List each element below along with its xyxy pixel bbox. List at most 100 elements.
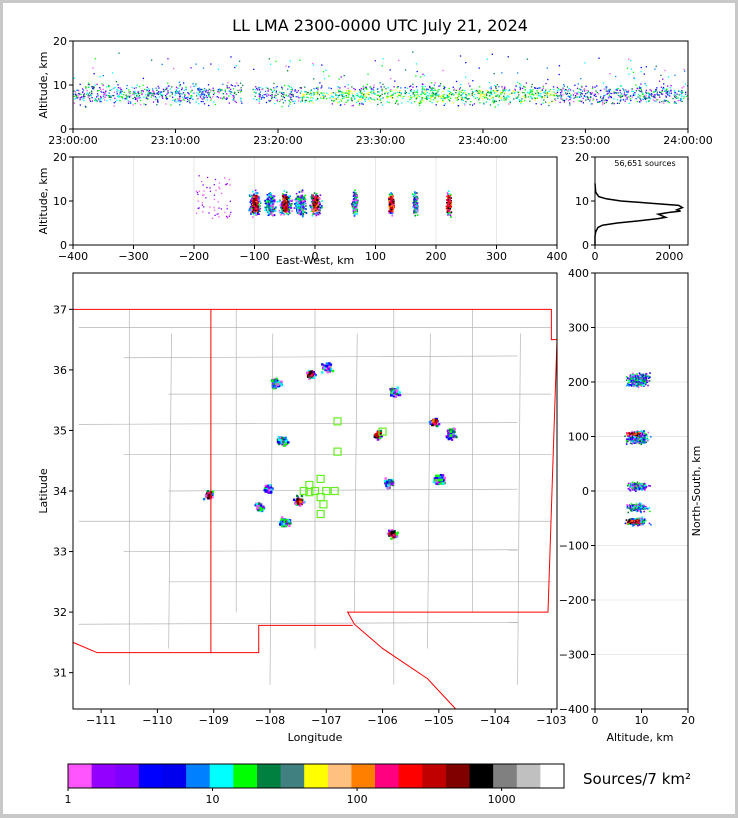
lma-station-marker	[334, 448, 341, 455]
altitude-tick-label: 20	[53, 151, 67, 164]
colorbar-cell	[446, 764, 470, 788]
colorbar-tick-label: 1	[65, 793, 72, 806]
latitude-tick-label: 34	[53, 485, 67, 498]
longitude-tick-label: −111	[86, 714, 116, 727]
eastwest-xlabel: East-West, km	[276, 254, 354, 267]
eastwest-tick-label: −200	[179, 250, 209, 263]
colorbar-cell	[115, 764, 139, 788]
latitude-tick-label: 36	[53, 364, 67, 377]
count-tick-label: 2000	[655, 250, 683, 263]
longitude-tick-label: −110	[142, 714, 172, 727]
northsouth-tick-label: 200	[568, 376, 589, 389]
time-tick-label: 23:30:00	[356, 134, 405, 147]
colorbar-cell	[281, 764, 305, 788]
colorbar-cell	[328, 764, 352, 788]
northsouth-tick-label: −200	[559, 594, 589, 607]
latitude-tick-label: 35	[53, 424, 67, 437]
latitude-ylabel: Latitude	[37, 468, 50, 514]
northsouth-tick-label: −400	[559, 703, 589, 716]
time-tick-label: 23:00:00	[48, 134, 97, 147]
time-tick-label: 23:50:00	[561, 134, 610, 147]
time-tick-label: 24:00:00	[663, 134, 712, 147]
longitude-xlabel: Longitude	[288, 731, 343, 744]
longitude-tick-label: −104	[480, 714, 510, 727]
colorbar-cell	[304, 764, 328, 788]
colorbar-cell	[422, 764, 446, 788]
altitude-tick-label: 20	[575, 151, 589, 164]
state-border	[211, 309, 353, 652]
time-tick-label: 23:10:00	[151, 134, 200, 147]
longitude-tick-label: −105	[424, 714, 454, 727]
histogram-line	[595, 183, 682, 245]
altitude-tick-label: 20	[53, 35, 67, 48]
colorbar-cell	[92, 764, 116, 788]
figure-frame: LL LMA 2300-0000 UTC July 21, 2024 23:00…	[3, 3, 735, 814]
colorbar-cell	[351, 764, 375, 788]
colorbar-cell	[470, 764, 494, 788]
colorbar-cell	[399, 764, 423, 788]
colorbar: 1 10 100 1000 Sources/7 km²	[65, 764, 692, 806]
colorbar-cell	[540, 764, 564, 788]
colorbar-cell	[162, 764, 186, 788]
altitude-tick-label: 10	[575, 195, 589, 208]
lma-station-marker	[334, 418, 341, 425]
altitude-eastwest-ylabel: Altitude, km	[37, 167, 50, 234]
altitude-tick-label: 10	[53, 195, 67, 208]
altitude-time-panel: 23:00:00 23:10:00 23:20:00 23:30:00 23:40:00…	[37, 35, 713, 147]
altitude-tick-label: 0	[592, 714, 599, 727]
northsouth-tick-label: 100	[568, 431, 589, 444]
northsouth-altitude-panel: 0 10 20 −400 −300 −200 −100 0 100 200 300 400 Altit…	[559, 267, 703, 744]
altitude-tick-label: 0	[60, 123, 67, 136]
latitude-tick-label: 37	[53, 303, 67, 316]
colorbar-cell	[493, 764, 517, 788]
eastwest-tick-label: 100	[365, 250, 386, 263]
latitude-tick-label: 32	[53, 606, 67, 619]
altitude-tick-label: 20	[681, 714, 695, 727]
altitude-tick-label: 10	[53, 79, 67, 92]
figure-canvas: LL LMA 2300-0000 UTC July 21, 2024 23:00…	[3, 3, 735, 814]
source-count-annotation: 56,651 sources	[614, 159, 675, 168]
plan-view-map-panel: −111−110−109−108−107−106−105−104−1033132…	[37, 273, 566, 744]
altitude-xlabel: Altitude, km	[606, 731, 673, 744]
count-tick-label: 0	[592, 250, 599, 263]
altitude-tick-label: 10	[635, 714, 649, 727]
altitude-time-ylabel: Altitude, km	[37, 51, 50, 118]
eastwest-tick-label: −300	[118, 250, 148, 263]
latitude-tick-label: 31	[53, 667, 67, 680]
colorbar-cell	[139, 764, 163, 788]
colorbar-tick-label: 10	[206, 793, 220, 806]
lma-station-marker	[331, 488, 338, 495]
longitude-tick-label: −108	[255, 714, 285, 727]
colorbar-cell	[233, 764, 257, 788]
lma-station-marker	[317, 511, 324, 518]
altitude-histogram-panel: 0 2000 0 10 20 56,651 sources	[575, 151, 688, 263]
colorbar-cell	[375, 764, 399, 788]
colorbar-cell	[517, 764, 541, 788]
colorbar-cell	[68, 764, 92, 788]
northsouth-tick-label: 0	[582, 485, 589, 498]
longitude-tick-label: −107	[311, 714, 341, 727]
time-tick-label: 23:40:00	[458, 134, 507, 147]
northsouth-tick-label: −300	[559, 649, 589, 662]
state-border	[73, 642, 211, 652]
colorbar-tick-label: 100	[347, 793, 368, 806]
northsouth-tick-label: −100	[559, 540, 589, 553]
northsouth-tick-label: 400	[568, 267, 589, 280]
colorbar-label: Sources/7 km²	[583, 770, 691, 788]
eastwest-tick-label: 300	[486, 250, 507, 263]
altitude-tick-label: 0	[582, 239, 589, 252]
figure-title: LL LMA 2300-0000 UTC July 21, 2024	[232, 16, 528, 35]
longitude-tick-label: −106	[367, 714, 397, 727]
eastwest-tick-label: 200	[426, 250, 447, 263]
colorbar-cell	[210, 764, 234, 788]
colorbar-cell	[257, 764, 281, 788]
lma-station-marker	[320, 501, 327, 508]
colorbar-cell	[186, 764, 210, 788]
longitude-tick-label: −109	[199, 714, 229, 727]
colorbar-tick-label: 1000	[488, 793, 516, 806]
time-tick-label: 23:20:00	[253, 134, 302, 147]
northsouth-ylabel: North-South, km	[690, 446, 703, 537]
northsouth-tick-label: 300	[568, 322, 589, 335]
eastwest-tick-label: −100	[239, 250, 269, 263]
